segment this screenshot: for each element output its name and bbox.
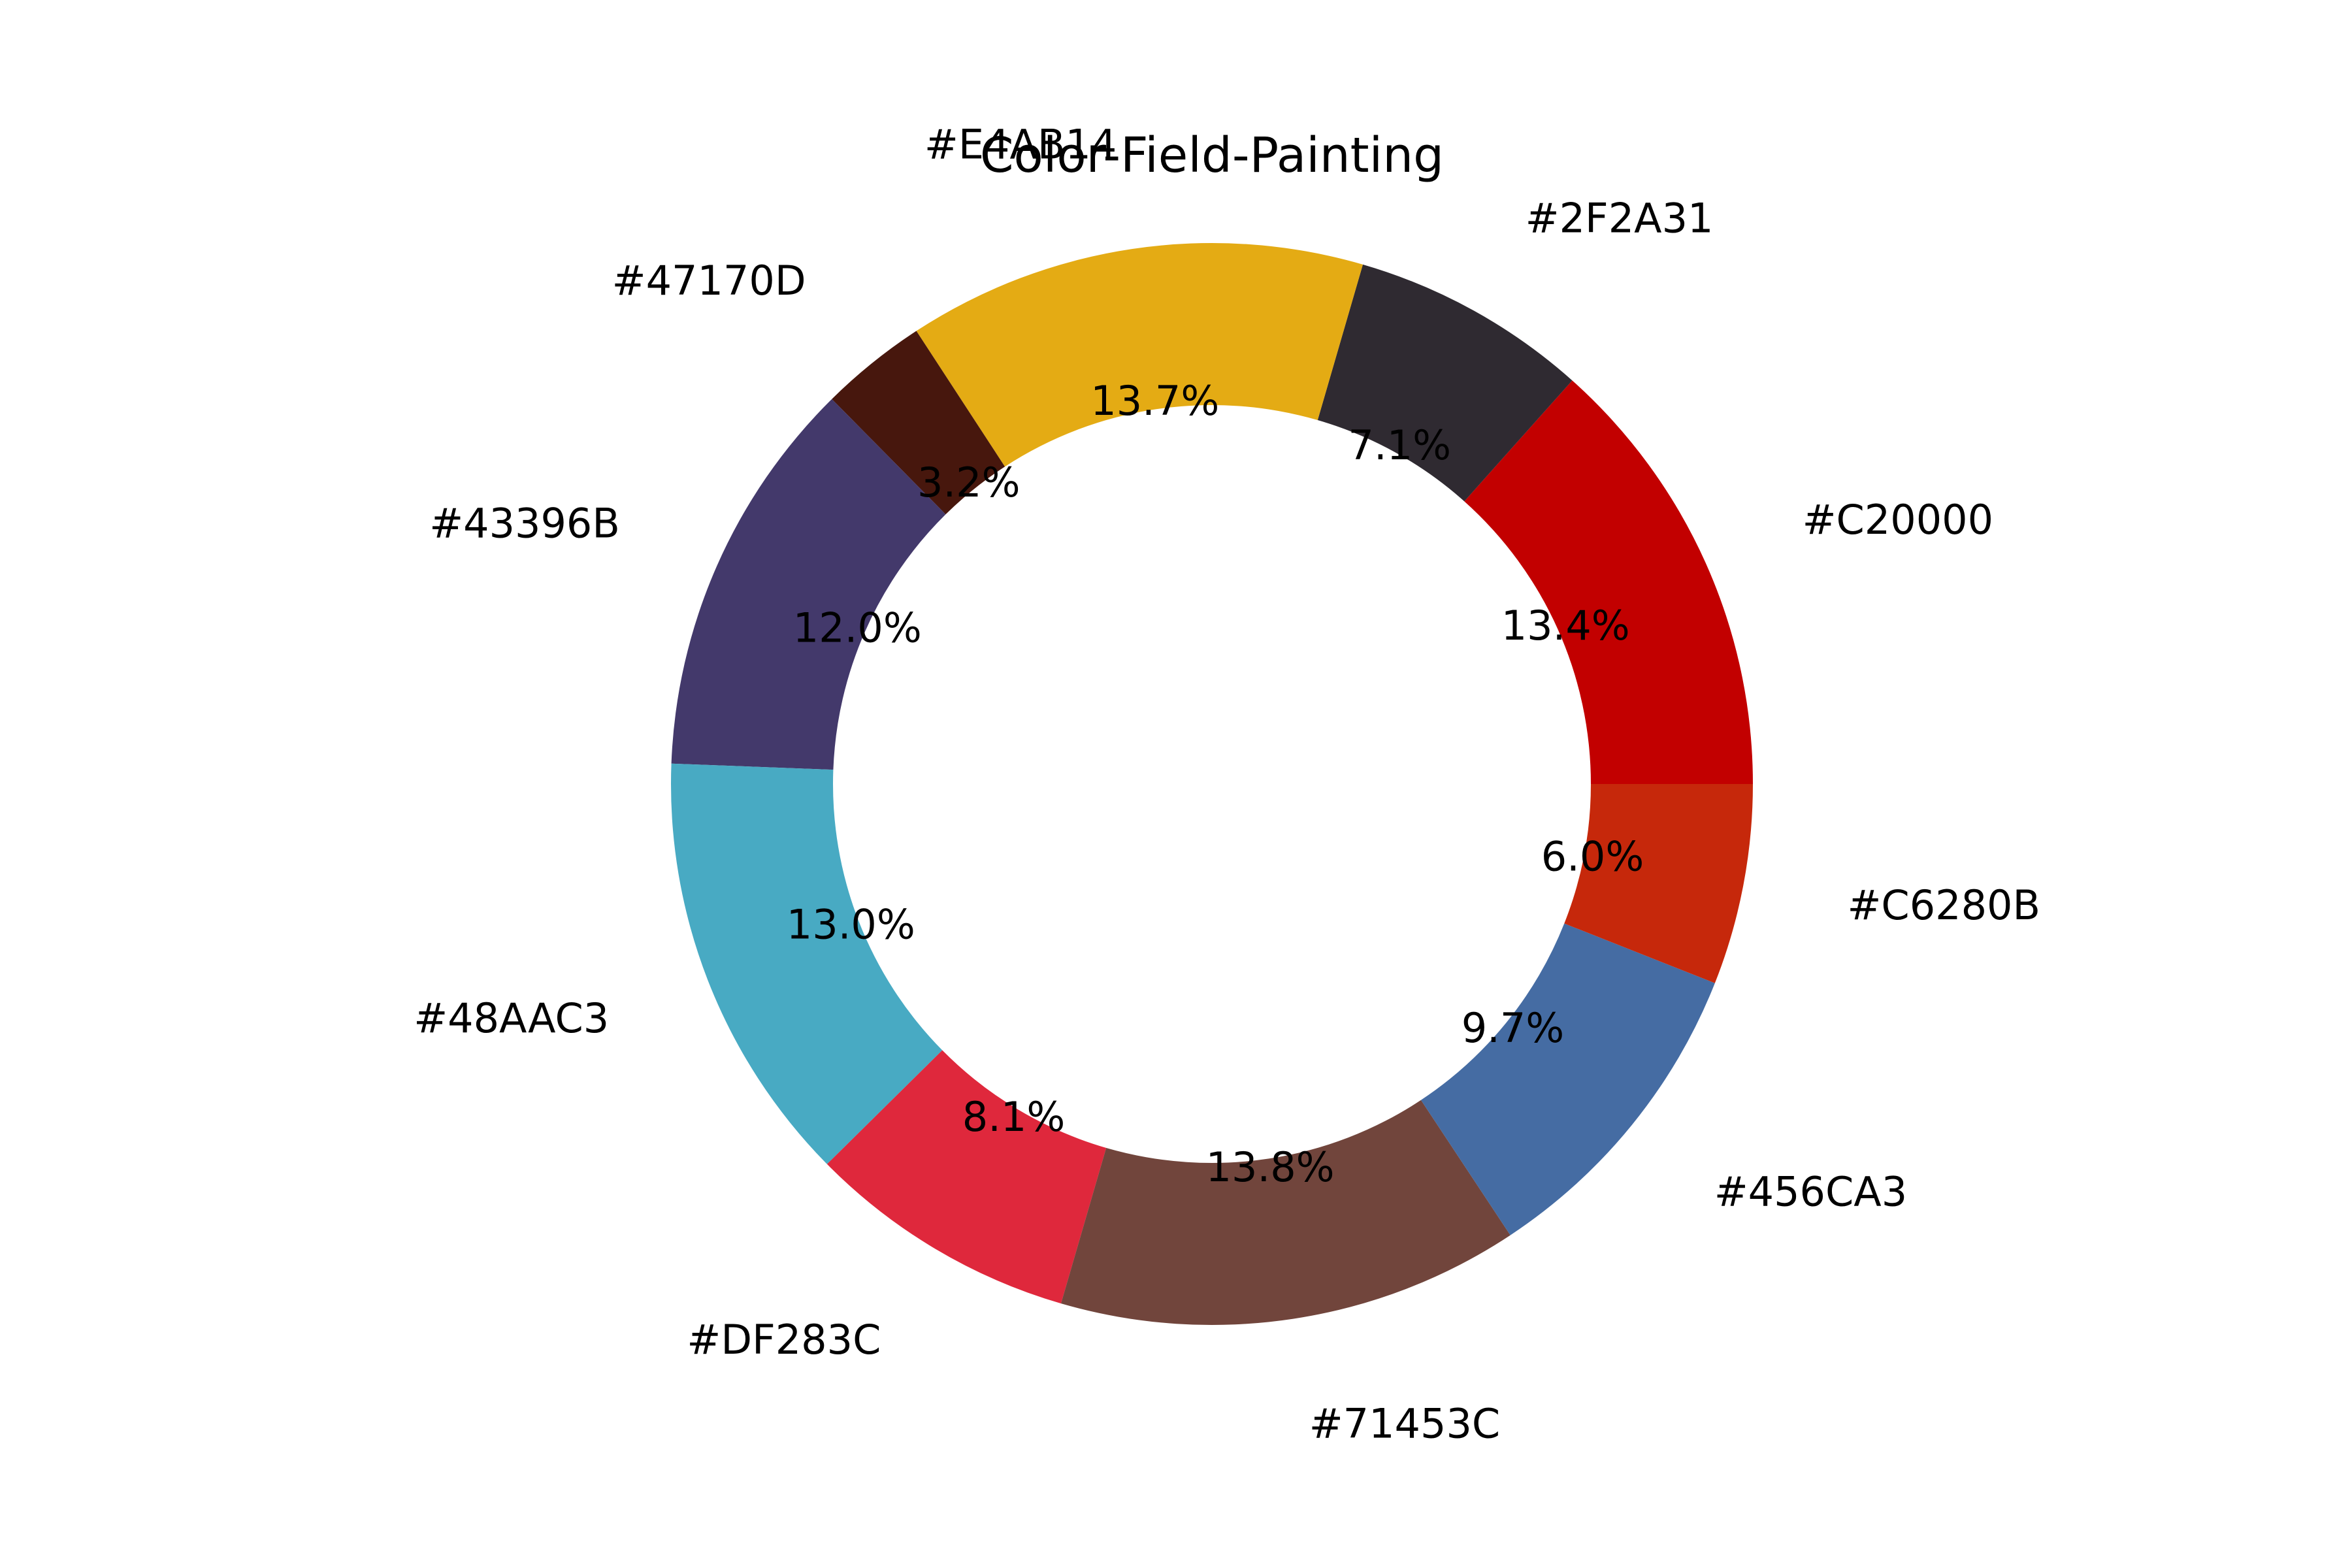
percent-label-47170d: 3.2% (917, 459, 1021, 506)
slice-df283c (826, 1050, 1107, 1304)
percent-label-c20000: 13.4% (1501, 602, 1630, 649)
percent-label-e4ab14: 13.7% (1090, 377, 1219, 425)
slice-label-43396b: #43396B (429, 500, 620, 547)
percent-label-48aac3: 13.0% (787, 900, 915, 948)
percent-label-c6280b: 6.0% (1541, 833, 1644, 881)
slice-label-47170d: #47170D (612, 257, 806, 304)
percent-label-2f2a31: 7.1% (1348, 421, 1452, 469)
slice-456ca3 (1420, 923, 1715, 1235)
slice-labels-group: #C20000 #2F2A31 #E4AB14 #47170D #43396B #48AA… (414, 120, 2040, 1447)
slice-label-c20000: #C20000 (1803, 496, 1993, 544)
slice-label-c6280b: #C6280B (1847, 881, 2040, 929)
percent-label-df283c: 8.1% (962, 1093, 1066, 1141)
slice-48aac3 (671, 763, 943, 1164)
percent-label-43396b: 12.0% (793, 604, 922, 652)
slice-2f2a31 (1317, 264, 1573, 502)
slice-43396b (671, 399, 946, 770)
slices-group (671, 242, 1753, 1325)
percent-label-456ca3: 9.7% (1462, 1004, 1565, 1052)
slice-label-456ca3: #456CA3 (1714, 1168, 1907, 1215)
slice-71453c (1060, 1100, 1511, 1325)
slice-e4ab14 (916, 242, 1364, 467)
slice-c20000 (1464, 380, 1753, 784)
percent-labels-group: 13.4% 7.1% 13.7% 3.2% 12.0% 13.0% 8.1% 13.8% 9.7… (787, 377, 1644, 1191)
chart-title: Color-Field-Painting (980, 127, 1444, 184)
slice-c6280b (1564, 784, 1753, 983)
slice-label-71453c: #71453C (1309, 1399, 1500, 1447)
slice-label-48aac3: #48AAC3 (414, 994, 609, 1042)
percent-label-71453c: 13.8% (1206, 1143, 1335, 1191)
slice-label-e4ab14: #E4AB14 (924, 120, 1117, 168)
slice-label-2f2a31: #2F2A31 (1526, 194, 1714, 242)
slice-label-df283c: #DF283C (687, 1316, 881, 1364)
slice-47170d (832, 331, 1005, 515)
